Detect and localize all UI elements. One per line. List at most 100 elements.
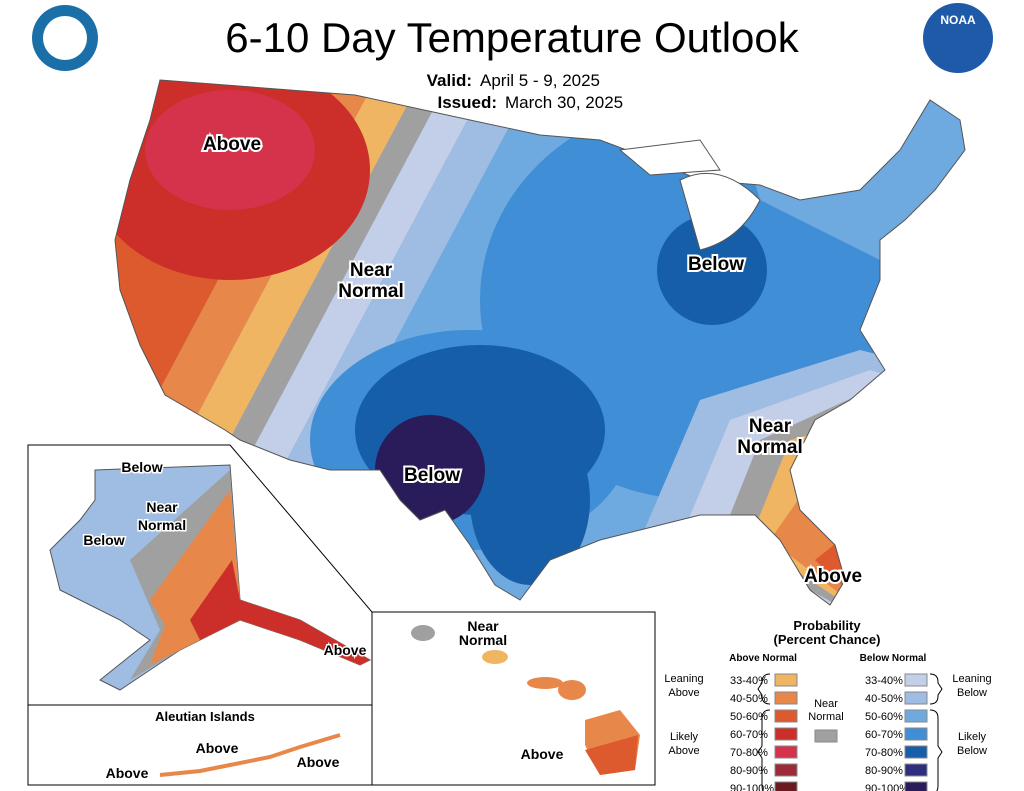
legend-group-line: Below [957,745,987,757]
map-label-line: Above [203,134,261,155]
title: 6-10 Day Temperature Outlook [225,14,800,61]
legend-swatch [774,781,798,791]
legend-range: 80-90% [730,765,768,777]
legend-swatch [904,745,928,759]
legend-range: 60-70% [865,729,903,741]
map-label-line: Below [688,254,744,275]
map-label: Near Normal [737,416,802,458]
legend-swatch [774,673,798,687]
legend-near-line: Near [814,698,838,710]
legend-brace [757,709,771,791]
legend-swatch [904,763,928,777]
legend-range: 90-100% [730,783,774,791]
legend-group-line: Leaning [664,673,703,685]
aleutian-label: Above [106,765,149,781]
legend-range: 90-100% [865,783,909,791]
alaska-label: Above [324,642,367,658]
legend-group-line: Leaning [952,673,991,685]
legend-swatch [814,729,838,743]
legend-range: 33-40% [730,675,768,687]
legend-range: 80-90% [865,765,903,777]
alaska-above-likely [190,560,370,665]
aleutian-label: Above [297,754,340,770]
legend-brace [929,709,943,791]
legend-group-line: Likely [958,731,987,743]
molokai [527,677,563,689]
map-label-line: Above [804,566,862,587]
legend-range: 50-60% [730,711,768,723]
noaa-logo [923,3,993,73]
legend-group: Likely Above [668,731,699,757]
alaska-label-line: Above [324,642,367,658]
legend-swatch [904,781,928,791]
map-label: Above [203,134,261,155]
map-label: Above [804,566,862,587]
kauai [411,625,435,641]
legend-swatch [774,727,798,741]
maui [558,680,586,700]
aleutian-label-line: Above [106,765,149,781]
map-label-line: Near [350,260,393,281]
legend-range: 40-50% [730,693,768,705]
legend-swatch [904,727,928,741]
valid-dates: April 5 - 9, 2025 [480,71,600,90]
aleutian-label-line: Above [297,754,340,770]
alaska-label-line: Below [83,532,124,548]
map-label: Near Normal [338,260,403,302]
great-lakes [618,139,761,251]
legend-brace [929,673,943,705]
alaska-label-line: Normal [138,517,186,533]
hawaii-frame [371,611,656,786]
oahu [482,650,508,664]
hawaii-label-line: Above [521,746,564,762]
map-label-line: Normal [737,437,802,458]
issued-label: Issued: [437,93,497,112]
conus-outline [114,79,966,606]
legend-swatch [904,673,928,687]
commerce-seal-inner [43,16,87,60]
legend-near-line: Normal [808,711,843,723]
map-label: Below [404,465,460,486]
aleutian-label-line: Above [196,740,239,756]
alaska-label: Below [83,532,124,548]
hawaii-label: Near Normal [459,618,507,648]
hawaii-label-line: Normal [459,632,507,648]
noaa-logo-text: NOAA [940,13,976,27]
alaska-label-line: Near [146,499,178,515]
alaska-label: Below [121,459,162,475]
big-island-south [585,735,638,775]
legend-range: 40-50% [865,693,903,705]
hawaii-label-line: Near [467,618,499,634]
legend-group: Likely Below [957,731,987,757]
legend-swatch [774,745,798,759]
legend-heading: Above Normal [729,653,797,664]
map-label: Below [688,254,744,275]
hawaii-label: Above [521,746,564,762]
legend-range: 50-60% [865,711,903,723]
legend-range: 70-80% [730,747,768,759]
map-label-line: Below [404,465,460,486]
legend-group-line: Below [957,687,987,699]
legend-group-line: Above [668,745,699,757]
legend-range: 60-70% [730,729,768,741]
legend-swatch [904,691,928,705]
legend-swatch [774,691,798,705]
legend-heading: Below Normal [860,653,927,664]
legend-title: Probability [793,618,861,633]
aleutian-title: Aleutian Islands [155,709,255,724]
map-label-line: Normal [338,281,403,302]
legend-brace [757,673,771,705]
legend-title: (Percent Chance) [774,632,881,647]
legend-range: 33-40% [865,675,903,687]
legend-group: Leaning Above [664,673,703,699]
legend-swatch [774,763,798,777]
map-label-line: Near [749,416,792,437]
alaska-label-line: Below [121,459,162,475]
legend-group-line: Above [668,687,699,699]
legend-range: 70-80% [865,747,903,759]
legend-group: Leaning Below [952,673,991,699]
aleutian-islands [159,733,341,777]
alaska-label: Near Normal [138,499,186,533]
